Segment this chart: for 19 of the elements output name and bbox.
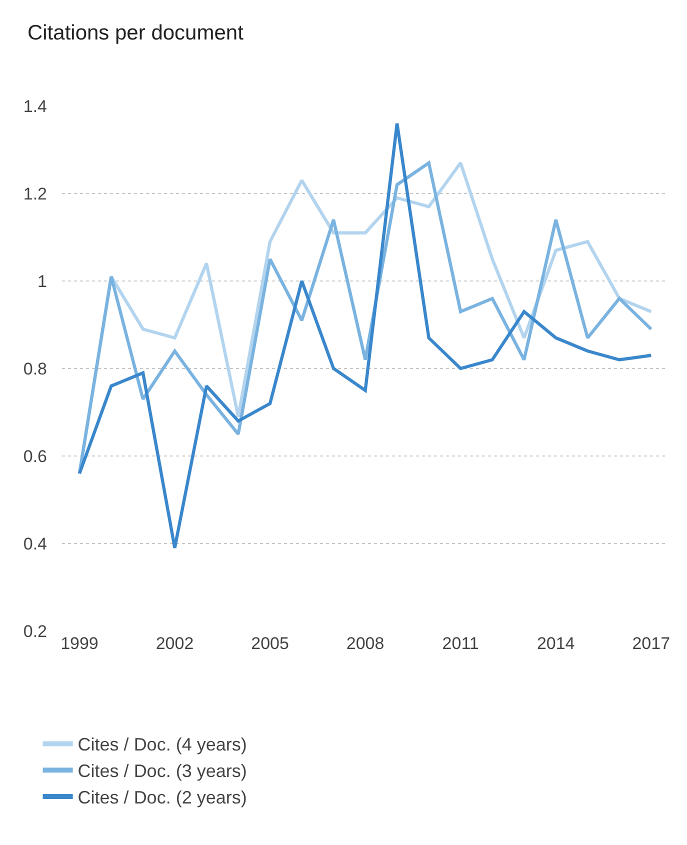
- x-tick-label: 2008: [346, 634, 384, 653]
- x-tick-label: 2017: [632, 634, 670, 653]
- x-tick-label: 2011: [442, 634, 479, 653]
- y-tick-label: 0.4: [23, 534, 47, 554]
- y-tick-label: 0.6: [23, 446, 47, 466]
- line-series: [78, 122, 653, 550]
- x-tick-label: 2002: [156, 634, 194, 653]
- legend-label: Cites / Doc. (2 years): [78, 788, 247, 808]
- legend-label: Cites / Doc. (4 years): [78, 734, 247, 755]
- x-tick-label: 1999: [60, 634, 98, 653]
- x-tick-label: 2005: [251, 634, 289, 653]
- chart-title: Citations per document: [27, 21, 244, 44]
- y-tick-label: 1: [38, 272, 47, 291]
- x-tick-label: 2014: [536, 634, 575, 653]
- y-tick-label: 0.8: [23, 359, 47, 378]
- legend-label: Cites / Doc. (3 years): [78, 761, 247, 782]
- y-tick-label: 0.2: [23, 622, 47, 641]
- y-tick-label: 1.2: [23, 184, 47, 204]
- y-tick-label: 1.4: [23, 96, 47, 116]
